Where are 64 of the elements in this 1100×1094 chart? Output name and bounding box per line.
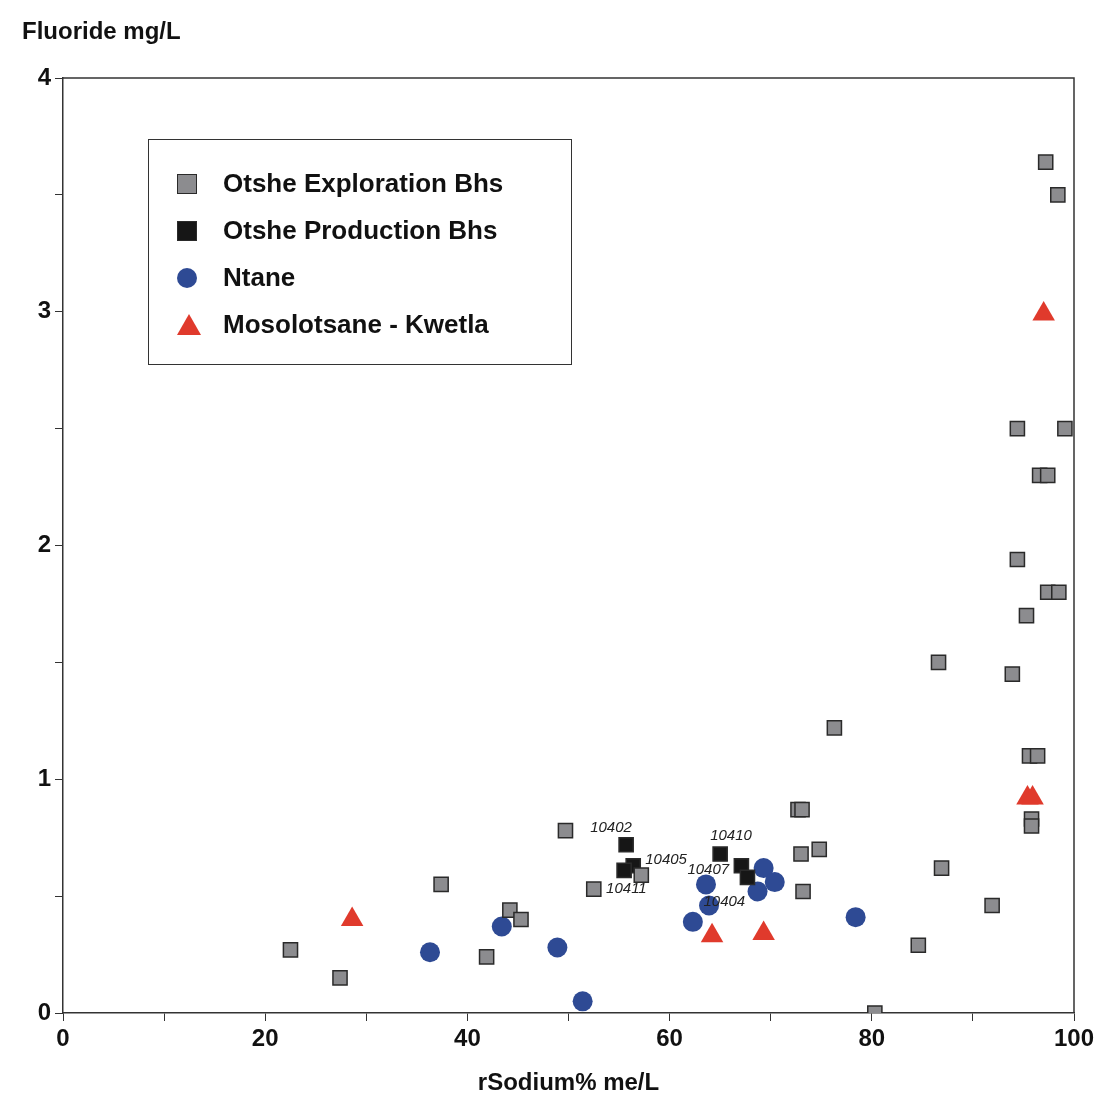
point	[826, 720, 843, 736]
point	[795, 883, 811, 900]
point	[682, 911, 703, 932]
x-tick-label: 80	[858, 1024, 886, 1052]
point	[1039, 467, 1056, 484]
point	[419, 942, 440, 963]
x-axis-title: rSodium% me/L	[477, 1068, 660, 1094]
point	[572, 991, 593, 1012]
point	[1029, 748, 1046, 764]
point	[1004, 666, 1021, 682]
point	[616, 862, 632, 879]
point	[739, 869, 756, 886]
point	[1023, 818, 1040, 834]
point	[557, 822, 574, 839]
point	[547, 937, 568, 958]
y-tick-label: 1	[37, 763, 51, 791]
y-axis-title: Fluoride mg/L	[22, 16, 181, 44]
y-tick-label: 3	[37, 296, 51, 324]
point	[633, 867, 650, 883]
point	[811, 841, 828, 858]
point	[1037, 154, 1054, 170]
point	[585, 881, 602, 897]
point	[933, 860, 950, 876]
point	[696, 874, 716, 895]
x-tick-label: 20	[251, 1024, 279, 1052]
point	[1009, 551, 1026, 568]
y-tick-label: 0	[37, 997, 51, 1025]
legend-label: Ntane	[223, 262, 296, 293]
point	[1018, 607, 1035, 624]
point	[491, 916, 512, 937]
annotation: 10407	[687, 859, 730, 877]
point	[1009, 420, 1026, 437]
point	[712, 846, 728, 862]
point	[618, 836, 634, 853]
annotation: 10402	[590, 817, 633, 835]
point	[793, 846, 809, 862]
point	[433, 876, 449, 893]
legend-label: Otshe Production Bhs	[223, 215, 498, 246]
point	[513, 911, 529, 928]
legend-label: Mosolotsane - Kwetla	[223, 309, 489, 340]
point	[794, 801, 810, 818]
y-tick-label: 4	[37, 62, 52, 90]
legend-label: Otshe Exploration Bhs	[223, 168, 504, 199]
point	[984, 897, 1000, 914]
x-tick-label: 0	[56, 1024, 70, 1052]
point	[1051, 584, 1067, 601]
x-tick-label: 60	[656, 1024, 683, 1052]
point	[910, 937, 927, 954]
point	[1050, 187, 1066, 203]
annotation: 10411	[606, 878, 647, 896]
annotation: 10410	[710, 826, 753, 844]
point	[478, 949, 495, 965]
point	[753, 858, 774, 879]
point	[282, 942, 299, 958]
point	[747, 881, 768, 902]
point	[332, 970, 348, 986]
point	[845, 907, 866, 928]
x-tick-label: 100	[1053, 1024, 1095, 1052]
y-tick-label: 2	[37, 530, 51, 558]
annotation: 10405	[645, 849, 688, 867]
point	[930, 654, 947, 671]
point	[1057, 420, 1073, 437]
point	[764, 872, 785, 893]
x-tick-label: 40	[454, 1024, 481, 1052]
